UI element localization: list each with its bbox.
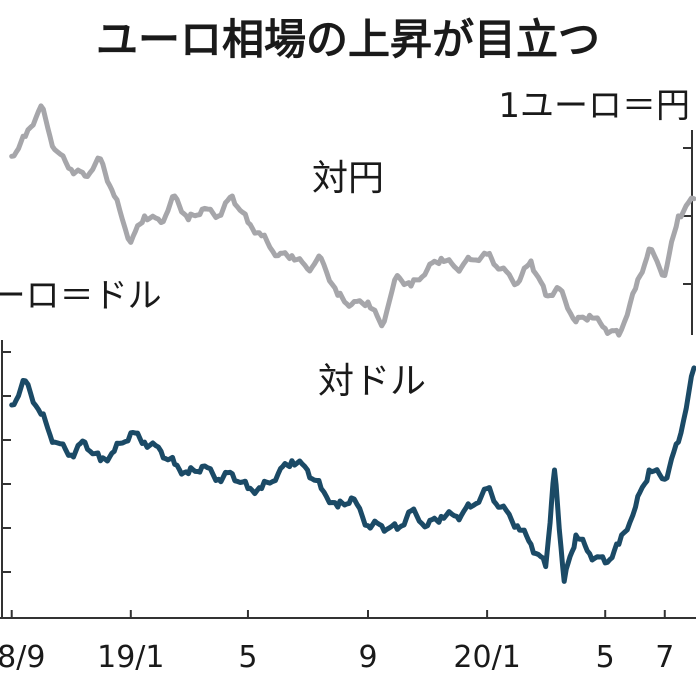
x-tick-label: 9 xyxy=(358,640,377,675)
yen-unit-label: 1ユーロ＝円 xyxy=(498,86,690,126)
x-tick-label: 18/9 xyxy=(0,640,45,675)
x-tick-label: 7 xyxy=(655,640,674,675)
series-line-yen xyxy=(9,103,696,338)
x-tick-label: 20/1 xyxy=(453,640,520,675)
dollar-unit-label: 1ユーロ＝ドル xyxy=(0,276,162,316)
x-tick-label: 5 xyxy=(238,640,257,675)
x-tick-labels: 18/9 19/1 5 9 20/1 5 7 xyxy=(0,640,674,675)
x-tick-marks xyxy=(10,610,666,618)
x-tick-label: 5 xyxy=(596,640,615,675)
y-tick-marks xyxy=(2,147,692,573)
series-label-yen: 対円 xyxy=(312,158,384,199)
chart-title: ユーロ相場の上昇が目立つ xyxy=(96,15,600,64)
series-label-dollar: 対ドル xyxy=(318,361,426,402)
x-tick-label: 19/1 xyxy=(97,640,164,675)
series-line-dollar xyxy=(9,365,696,584)
